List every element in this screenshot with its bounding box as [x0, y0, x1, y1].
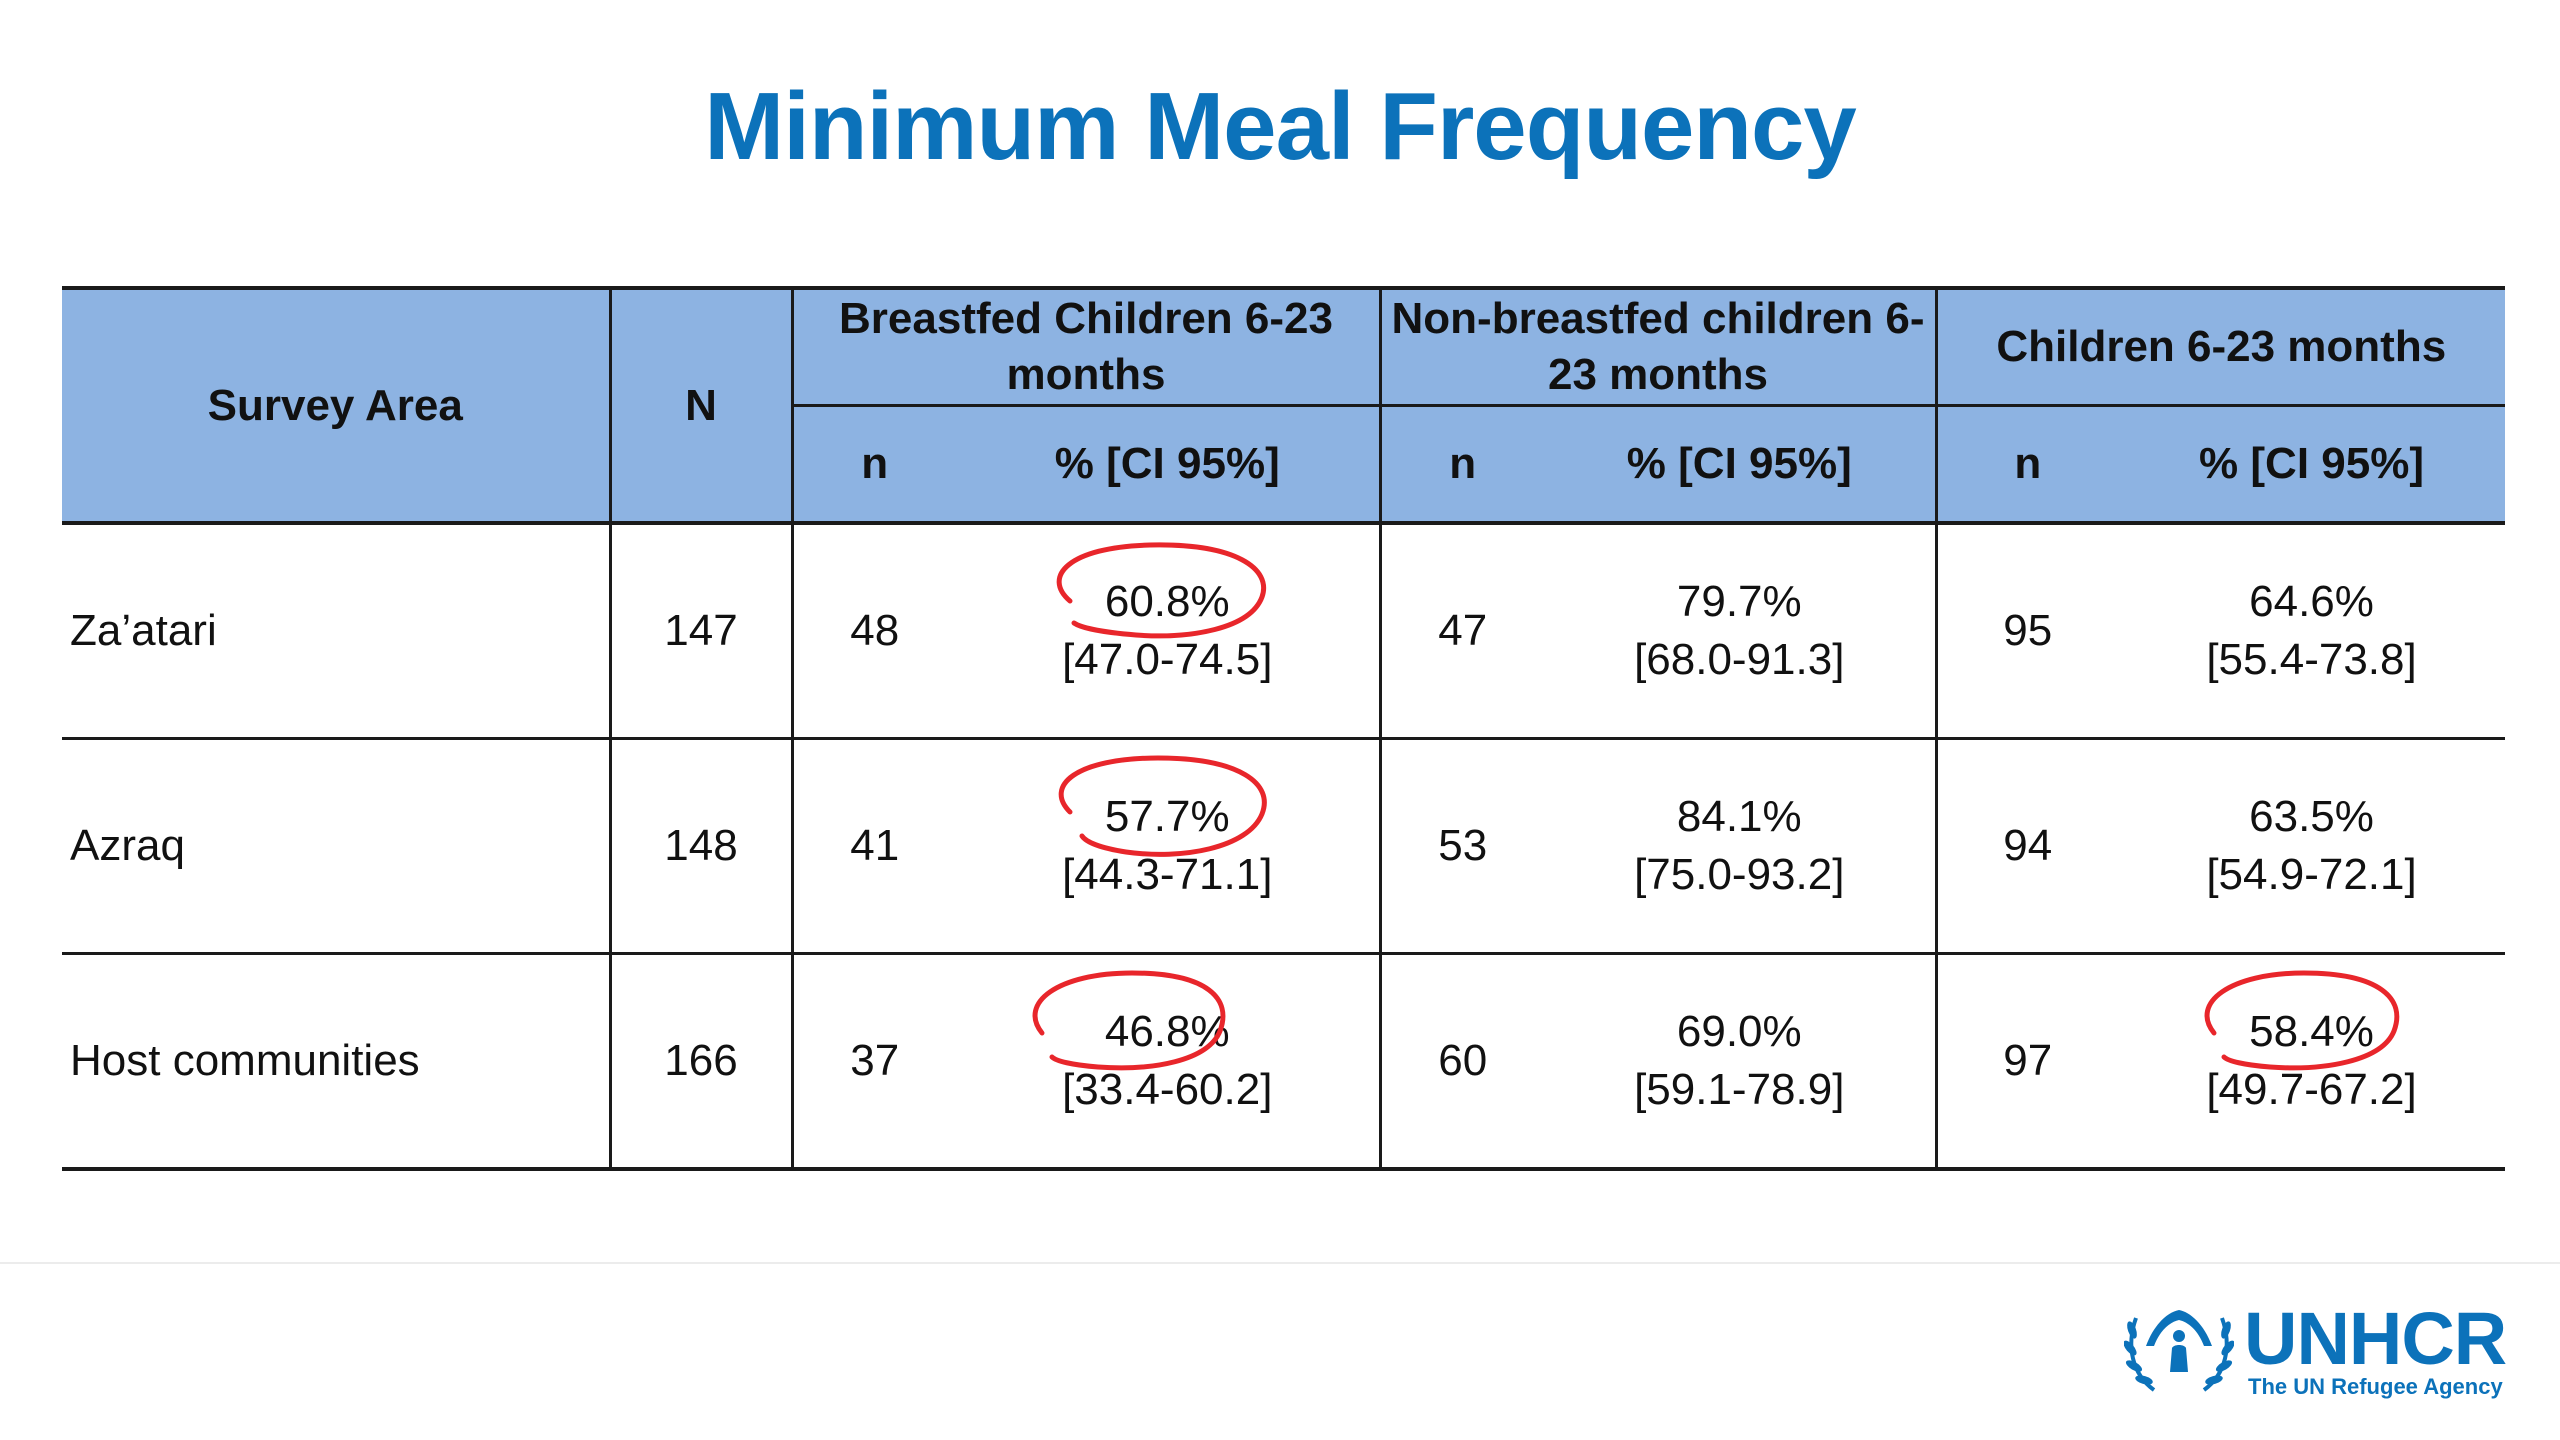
pct-value: 58.4%: [2249, 1007, 2374, 1056]
survey-area-cell: Za’atari: [62, 523, 612, 740]
unhcr-emblem-icon: [2124, 1310, 2234, 1392]
ci-value: [59.1-78.9]: [1634, 1065, 1845, 1114]
pct-value: 69.0%: [1676, 1007, 1802, 1056]
pct-ci-cell: 60.8% [47.0-74.5]: [956, 523, 1382, 740]
subheader-ci: [CI 95%]: [2250, 439, 2424, 488]
table-row: Azraq 148 41 57.7% [44.3-71.1] 53 84.1% …: [62, 738, 2506, 955]
pct-value: 84.1%: [1676, 792, 1802, 841]
subheader-n: n: [792, 405, 956, 523]
ci-value: [68.0-91.3]: [1634, 635, 1845, 684]
n-cell: 41: [792, 738, 956, 955]
slide-title: Minimum Meal Frequency: [704, 73, 1857, 180]
pct-ci-cell: 46.8% [33.4-60.2]: [956, 953, 1382, 1171]
ci-value: [55.4-73.8]: [2206, 635, 2417, 684]
subheader-pct-ci: % [CI 95%]: [956, 405, 1382, 523]
unhcr-wordmark: UNHCR: [2244, 1297, 2507, 1380]
subheader-pct: %: [1054, 439, 1094, 488]
subheader-n: n: [1380, 405, 1544, 523]
table-row: Host communities 166 37 46.8% [33.4-60.2…: [62, 953, 2506, 1171]
header-survey-area: Survey Area: [62, 288, 612, 523]
n-cell: 48: [792, 523, 956, 740]
ci-value: [47.0-74.5]: [1062, 635, 1273, 684]
pct-value: 64.6%: [2249, 577, 2374, 626]
pct-ci-cell: 64.6% [55.4-73.8]: [2118, 523, 2506, 740]
pct-value: 60.8%: [1104, 577, 1230, 626]
table-row: Za’atari 147 48 60.8% [47.0-74.5] 47 79.…: [62, 523, 2506, 740]
header-group-non-breastfed: Non-breastfed children 6-23 months: [1380, 288, 1938, 407]
unhcr-tagline: The UN Refugee Agency: [2248, 1374, 2503, 1399]
header-total-n: N: [610, 288, 794, 523]
ci-value: [33.4-60.2]: [1062, 1065, 1273, 1114]
pct-ci-cell: 63.5% [54.9-72.1]: [2118, 738, 2506, 955]
total-n-cell: 148: [610, 738, 794, 955]
header-group-all-children: Children 6-23 months: [1936, 288, 2506, 407]
pct-ci-cell: 57.7% [44.3-71.1]: [956, 738, 1382, 955]
ci-value: [75.0-93.2]: [1634, 850, 1845, 899]
pct-ci-cell: 58.4% [49.7-67.2]: [2118, 953, 2506, 1171]
subheader-pct: %: [2199, 439, 2239, 488]
n-cell: 53: [1380, 738, 1544, 955]
subheader-ci: [CI 95%]: [1678, 439, 1852, 488]
unhcr-logo: UNHCR The UN Refugee Agency: [2120, 1297, 2520, 1400]
footer-divider: [0, 1262, 2560, 1264]
total-n-cell: 166: [610, 953, 794, 1171]
ci-value: [49.7-67.2]: [2206, 1065, 2417, 1114]
subheader-ci: [CI 95%]: [1106, 439, 1280, 488]
pct-value: 46.8%: [1104, 1007, 1230, 1056]
pct-value: 57.7%: [1104, 792, 1230, 841]
meal-frequency-table: Survey Area N Breastfed Children 6-23 mo…: [62, 286, 2506, 1171]
pct-ci-cell: 79.7% [68.0-91.3]: [1544, 523, 1938, 740]
n-cell: 94: [1936, 738, 2119, 955]
pct-value: 63.5%: [2249, 792, 2374, 841]
n-cell: 60: [1380, 953, 1544, 1171]
ci-value: [44.3-71.1]: [1062, 850, 1273, 899]
n-cell: 37: [792, 953, 956, 1171]
subheader-pct-ci: % [CI 95%]: [2118, 405, 2506, 523]
header-group-breastfed: Breastfed Children 6-23 months: [792, 288, 1382, 407]
n-cell: 97: [1936, 953, 2119, 1171]
subheader-pct-ci: % [CI 95%]: [1544, 405, 1938, 523]
subheader-n: n: [1936, 405, 2119, 523]
survey-area-cell: Azraq: [62, 738, 612, 955]
ci-value: [54.9-72.1]: [2206, 850, 2417, 899]
pct-value: 79.7%: [1676, 577, 1802, 626]
total-n-cell: 147: [610, 523, 794, 740]
subheader-pct: %: [1626, 439, 1666, 488]
n-cell: 95: [1936, 523, 2119, 740]
pct-ci-cell: 84.1% [75.0-93.2]: [1544, 738, 1938, 955]
pct-ci-cell: 69.0% [59.1-78.9]: [1544, 953, 1938, 1171]
n-cell: 47: [1380, 523, 1544, 740]
survey-area-cell: Host communities: [62, 953, 612, 1171]
